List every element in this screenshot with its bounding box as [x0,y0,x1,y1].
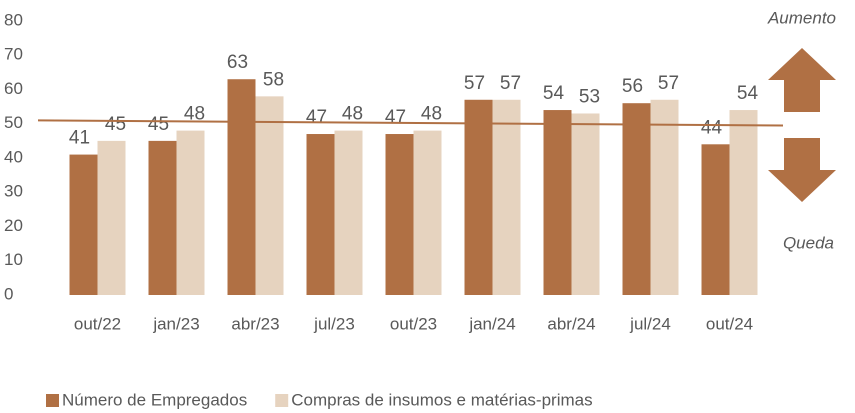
value-label: 48 [421,104,442,125]
y-tick-label: 70 [4,45,23,64]
bar [227,79,256,295]
value-label: 54 [543,83,565,104]
x-tick-label: jul/24 [629,314,671,333]
value-label: 48 [342,104,363,125]
value-label: 45 [148,114,169,135]
y-tick-label: 0 [4,284,13,303]
value-label: 56 [622,76,643,97]
x-tick-label: out/24 [706,314,753,333]
value-label: 57 [464,73,485,94]
bar [543,110,572,295]
value-label: 53 [579,86,600,107]
bar [385,134,414,295]
bar [176,130,205,295]
value-label: 57 [500,73,521,94]
legend-label: Compras de insumos e matérias-primas [291,390,592,409]
x-tick-label: out/23 [390,314,437,333]
x-tick-label: jan/24 [468,314,515,333]
value-label: 47 [385,107,406,128]
value-label: 44 [701,117,723,138]
value-label: 57 [658,73,679,94]
bar [69,154,98,295]
value-label: 41 [69,128,90,149]
value-label: 48 [184,104,205,125]
bar [650,99,679,296]
bar [413,130,442,295]
bar [334,130,363,295]
legend-label: Número de Empregados [62,390,247,409]
bar [701,144,730,295]
bar [492,99,521,296]
value-label: 45 [105,114,126,135]
bar [97,140,126,295]
y-tick-label: 80 [4,10,23,29]
value-label: 58 [263,69,284,90]
x-tick-label: abr/24 [547,314,595,333]
x-tick-label: abr/23 [231,314,279,333]
bar [306,134,335,295]
annotation: Aumento [767,8,836,27]
y-tick-label: 60 [4,79,23,98]
down-arrow [768,138,836,202]
x-tick-label: out/22 [74,314,121,333]
legend-swatch [46,394,59,407]
y-tick-label: 40 [4,147,23,166]
value-label: 63 [227,52,248,73]
bar [622,103,651,295]
bar [464,99,493,296]
value-label: 54 [737,83,759,104]
x-tick-label: jul/23 [313,314,355,333]
up-arrow [768,48,836,112]
y-tick-label: 20 [4,216,23,235]
x-tick-label: jan/23 [152,314,199,333]
y-tick-label: 30 [4,182,23,201]
reference-line [37,119,784,127]
value-label: 47 [306,107,327,128]
bar [255,96,284,295]
bar [729,110,758,295]
bar [148,140,177,295]
annotation: Queda [783,233,834,252]
y-tick-label: 10 [4,250,23,269]
bar [571,113,600,295]
legend-swatch [275,394,289,407]
y-tick-label: 50 [4,113,23,132]
